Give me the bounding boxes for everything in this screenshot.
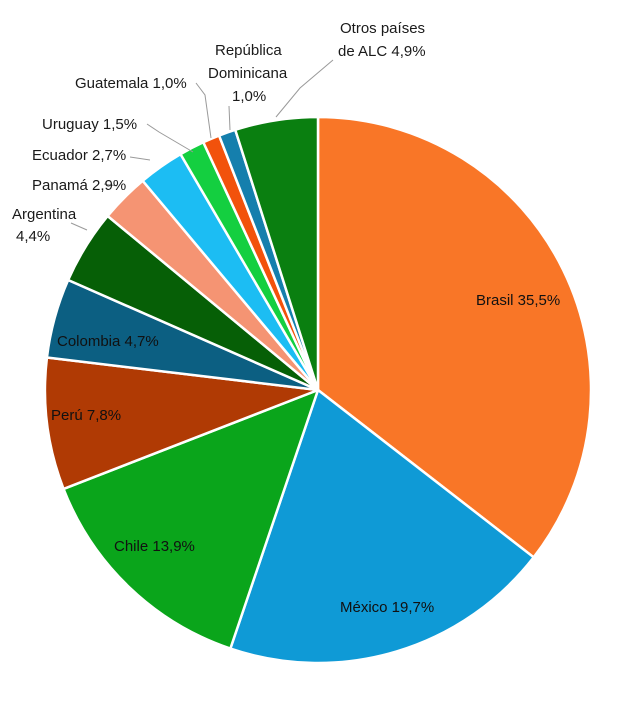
slice-label-uruguay: Uruguay 1,5% — [42, 116, 137, 133]
slice-label-rd-line3: 1,0% — [232, 88, 266, 105]
pie-slice-mexico — [229, 388, 535, 665]
leader-line-panama — [103, 183, 118, 187]
slice-label-argentina-name: Argentina — [12, 206, 77, 223]
leader-line-uruguay — [146, 123, 194, 153]
slice-label-otros-line2: de ALC 4,9% — [338, 43, 426, 60]
slice-label-peru: Perú 7,8% — [51, 407, 121, 424]
slice-label-colombia: Colombia 4,7% — [57, 333, 159, 350]
slice-label-mexico: México 19,7% — [340, 599, 434, 616]
pie-slice-chile — [62, 388, 320, 650]
slice-label-guatemala: Guatemala 1,0% — [75, 75, 187, 92]
slice-label-ecuador: Ecuador 2,7% — [32, 147, 126, 164]
slice-label-rd-line1: República — [215, 42, 282, 59]
leader-line-otros — [275, 59, 334, 118]
leader-lines — [70, 59, 334, 231]
leader-line-argentina — [70, 222, 88, 231]
slice-label-brasil: Brasil 35,5% — [476, 292, 560, 309]
leader-line-rd — [228, 105, 231, 131]
slice-labels: Brasil 35,5% México 19,7% Chile 13,9% Pe… — [12, 20, 560, 616]
slice-label-otros-line1: Otros países — [340, 20, 425, 37]
slice-label-rd-line2: Dominicana — [208, 65, 288, 82]
pie-slice-peru — [43, 356, 320, 491]
pie-slice-brasil — [316, 115, 593, 559]
slice-label-chile: Chile 13,9% — [114, 538, 195, 555]
leader-line-guatemala — [195, 82, 212, 139]
slice-label-argentina-value: 4,4% — [16, 228, 50, 245]
pie-slice-otros-paises-de-alc — [234, 115, 320, 392]
leader-line-ecuador — [129, 156, 151, 161]
pie-slices — [43, 115, 593, 665]
slice-label-panama: Panamá 2,9% — [32, 177, 126, 194]
